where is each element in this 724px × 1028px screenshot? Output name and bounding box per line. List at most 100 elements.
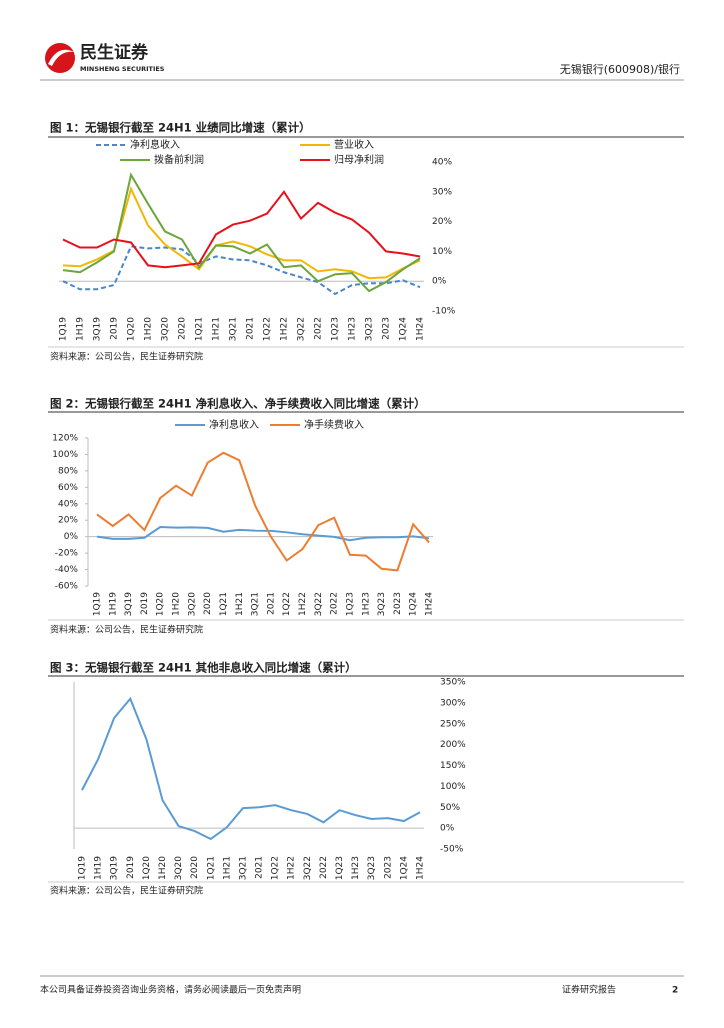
y-tick-label: -10% — [432, 307, 456, 317]
y-tick-label: 0% — [432, 277, 447, 287]
x-tick-label: 3Q19 — [124, 592, 134, 617]
x-tick-label: 1Q19 — [59, 317, 69, 342]
y-tick-label: 20% — [58, 516, 78, 526]
x-tick-label: 1Q20 — [127, 317, 137, 342]
x-tick-label: 1H19 — [94, 856, 104, 880]
x-tick-label: 2021 — [266, 592, 276, 615]
x-tick-label: 3Q21 — [229, 317, 239, 341]
x-tick-label: 1H24 — [416, 856, 426, 880]
series-line — [96, 526, 430, 542]
source-note: 资料来源：公司公告，民生证券研究院 — [50, 885, 203, 897]
chart-title: 图 3：无锡银行截至 24H1 其他非息收入同比增速（累计） — [50, 661, 357, 675]
x-tick-label: 1H20 — [172, 592, 182, 616]
x-tick-label: 1Q22 — [282, 592, 292, 616]
x-tick-label: 1H23 — [361, 592, 371, 616]
x-tick-label: 3Q22 — [303, 856, 313, 880]
series-line — [96, 451, 430, 572]
x-tick-label: 1H23 — [351, 856, 361, 880]
x-tick-label: 1H20 — [144, 317, 154, 341]
x-tick-label: 2021 — [246, 317, 256, 340]
x-tick-label: 1Q21 — [195, 317, 205, 341]
x-tick-label: 1Q22 — [263, 317, 273, 341]
y-tick-label: 50% — [440, 803, 460, 813]
x-tick-label: 2020 — [203, 592, 213, 615]
x-tick-label: 1Q21 — [219, 592, 229, 616]
logo-emblem — [45, 43, 75, 73]
x-tick-label: 2022 — [314, 317, 324, 340]
legend-label: 净利息收入 — [130, 138, 180, 151]
y-tick-label: 100% — [52, 450, 78, 460]
x-tick-label: 2021 — [255, 856, 265, 879]
logo-cn: 民生证券 — [80, 42, 149, 63]
x-tick-label: 3Q20 — [161, 317, 171, 342]
footer-label: 证券研究报告 — [562, 984, 616, 996]
x-tick-label: 3Q22 — [314, 592, 324, 616]
x-tick-label: 3Q20 — [187, 592, 197, 617]
x-tick-label: 1Q19 — [93, 592, 103, 617]
chart-title: 图 2：无锡银行截至 24H1 净利息收入、净手续费收入同比增速（累计） — [50, 397, 426, 411]
series-line — [62, 245, 421, 296]
legend-label: 净利息收入 — [209, 418, 259, 431]
y-tick-label: 30% — [432, 187, 452, 197]
y-tick-label: -50% — [440, 845, 464, 855]
y-tick-label: 120% — [52, 434, 78, 444]
page-number: 2 — [672, 986, 678, 996]
logo: 民生证券 MINSHENG SECURITIES — [45, 42, 165, 73]
legend-label: 营业收入 — [334, 138, 374, 151]
x-tick-label: 2019 — [110, 317, 120, 340]
x-tick-label: 3Q19 — [110, 856, 120, 881]
y-tick-label: -60% — [55, 582, 79, 592]
y-tick-label: 250% — [440, 719, 466, 729]
y-tick-label: 60% — [58, 483, 78, 493]
x-tick-label: 2023 — [382, 317, 392, 340]
x-tick-label: 3Q21 — [251, 592, 261, 616]
x-tick-label: 3Q19 — [93, 317, 103, 342]
x-tick-label: 1H22 — [280, 317, 290, 341]
x-tick-label: 1H22 — [287, 856, 297, 880]
x-tick-label: 3Q23 — [377, 592, 387, 616]
y-tick-label: 200% — [440, 740, 466, 750]
footer-disclaimer: 本公司具备证券投资咨询业务资格，请务必阅读最后一页免责声明 — [40, 984, 301, 996]
x-tick-label: 1H19 — [76, 317, 86, 341]
x-tick-label: 1H20 — [158, 856, 168, 880]
x-tick-label: 1Q19 — [78, 856, 88, 881]
x-tick-label: 1H19 — [108, 592, 118, 616]
x-tick-label: 2023 — [383, 856, 393, 879]
x-tick-label: 2020 — [190, 856, 200, 879]
y-tick-label: -20% — [55, 549, 79, 559]
x-tick-label: 1H23 — [348, 317, 358, 341]
series-line — [81, 696, 421, 841]
x-tick-label: 2020 — [178, 317, 188, 340]
source-note: 资料来源：公司公告，民生证券研究院 — [50, 624, 203, 636]
legend-label: 拨备前利润 — [154, 153, 204, 166]
x-tick-label: 1Q20 — [142, 856, 152, 881]
x-tick-label: 1Q23 — [335, 856, 345, 880]
y-tick-label: -40% — [55, 565, 79, 575]
legend-label: 净手续费收入 — [304, 418, 364, 431]
x-tick-label: 1Q22 — [271, 856, 281, 880]
x-tick-label: 1Q24 — [399, 856, 409, 881]
x-tick-label: 1H21 — [235, 592, 245, 616]
x-tick-label: 2022 — [319, 856, 329, 879]
y-tick-label: 40% — [432, 158, 452, 168]
legend-label: 归母净利润 — [334, 153, 384, 166]
x-tick-label: 2019 — [126, 856, 136, 879]
logo-en: MINSHENG SECURITIES — [80, 65, 165, 73]
x-tick-label: 1H21 — [212, 317, 222, 341]
x-tick-label: 1H21 — [222, 856, 232, 880]
y-tick-label: 40% — [58, 499, 78, 509]
y-tick-label: 0% — [440, 824, 455, 834]
x-tick-label: 3Q21 — [238, 856, 248, 880]
y-tick-label: 100% — [440, 782, 466, 792]
y-tick-label: 20% — [432, 217, 452, 227]
series-line — [62, 172, 421, 293]
y-tick-label: 10% — [432, 247, 452, 257]
x-tick-label: 2019 — [140, 592, 150, 615]
x-tick-label: 1Q23 — [331, 317, 341, 341]
x-tick-label: 3Q23 — [367, 856, 377, 880]
x-tick-label: 1Q23 — [345, 592, 355, 616]
series-line — [62, 190, 421, 269]
y-tick-label: 150% — [440, 761, 466, 771]
x-tick-label: 1Q20 — [156, 592, 166, 617]
